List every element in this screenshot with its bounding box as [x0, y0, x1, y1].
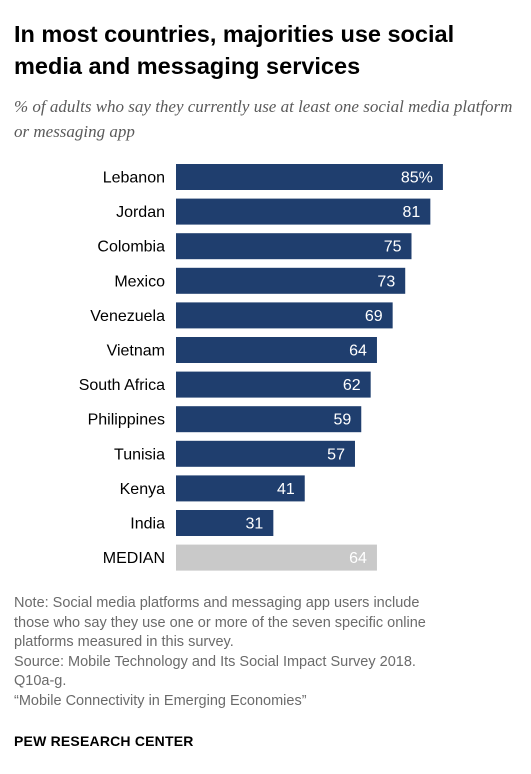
chart-title: In most countries, majorities use social…: [14, 21, 455, 79]
bar: [176, 406, 362, 433]
bar: [176, 198, 431, 225]
brand-logo-text: PEW RESEARCH CENTER: [14, 733, 194, 749]
category-label: Vietnam: [107, 343, 165, 360]
report-title-line: “Mobile Connectivity in Emerging Economi…: [14, 692, 307, 709]
data-label: 75: [384, 239, 402, 256]
note-block: Note: Social media platforms and messagi…: [14, 594, 519, 711]
data-label: 85%: [401, 170, 433, 187]
median-bar: [176, 544, 377, 571]
bar: [176, 267, 406, 294]
bar: [176, 371, 371, 398]
data-label: 69: [365, 308, 383, 325]
data-label: 31: [246, 516, 264, 533]
bar: [176, 510, 274, 536]
note-line: platforms measured in this survey.: [14, 634, 234, 650]
data-label: 59: [333, 412, 351, 429]
data-label: 64: [349, 550, 367, 567]
category-label: Kenya: [120, 481, 165, 498]
data-label: 41: [277, 481, 295, 498]
data-label: 81: [403, 204, 421, 221]
bar-chart: Lebanon 85% Jordan 81 Colombia 75 Mexico 73 Vene…: [79, 164, 443, 571]
category-label: Jordan: [116, 204, 165, 221]
bar: [176, 337, 377, 363]
category-label: Tunisia: [114, 446, 165, 463]
source-line: Q10a-g.: [14, 673, 67, 689]
category-label: India: [130, 516, 165, 533]
category-label: Lebanon: [103, 170, 165, 187]
median-category-label: MEDIAN: [103, 550, 165, 567]
category-label: Venezuela: [90, 308, 165, 325]
category-label: Colombia: [97, 239, 165, 256]
bar: [176, 440, 355, 467]
category-label: Philippines: [88, 412, 165, 429]
bar: [176, 164, 443, 190]
chart-subtitle: % of adults who say they currently use a…: [14, 97, 513, 141]
data-label: 64: [349, 343, 367, 360]
category-label: Mexico: [114, 273, 165, 290]
source-line: Source: Mobile Technology and Its Social…: [14, 653, 416, 670]
bar: [176, 302, 393, 329]
category-label: South Africa: [79, 377, 165, 394]
bar: [176, 475, 305, 502]
data-label: 57: [327, 446, 345, 463]
note-line: those who say they use one or more of th…: [14, 614, 426, 631]
data-label: 62: [343, 377, 361, 394]
data-label: 73: [377, 273, 395, 290]
bar: [176, 233, 412, 260]
note-line: Note: Social media platforms and messagi…: [14, 595, 420, 611]
